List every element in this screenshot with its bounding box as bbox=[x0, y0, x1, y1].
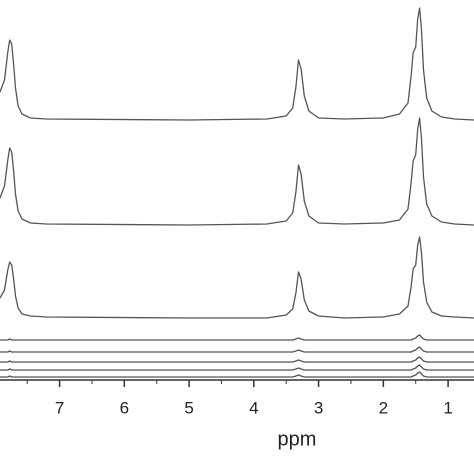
spectrum-line bbox=[0, 117, 474, 226]
x-tick-label: 3 bbox=[314, 398, 323, 417]
spectrum-line bbox=[0, 356, 474, 363]
spectrum-line bbox=[0, 364, 474, 371]
x-tick-label: 1 bbox=[443, 398, 452, 417]
x-tick-label: 6 bbox=[120, 398, 129, 417]
spectrum-line bbox=[0, 371, 474, 378]
spectrum-line bbox=[0, 7, 474, 121]
spectrum-line bbox=[0, 346, 474, 353]
x-axis-title: ppm bbox=[278, 428, 317, 450]
x-tick-label: 2 bbox=[379, 398, 388, 417]
x-tick-label: 4 bbox=[249, 398, 258, 417]
x-tick-label: 5 bbox=[184, 398, 193, 417]
x-tick-label: 7 bbox=[55, 398, 64, 417]
spectrum-line bbox=[0, 236, 474, 319]
spectrum-line bbox=[0, 334, 474, 341]
